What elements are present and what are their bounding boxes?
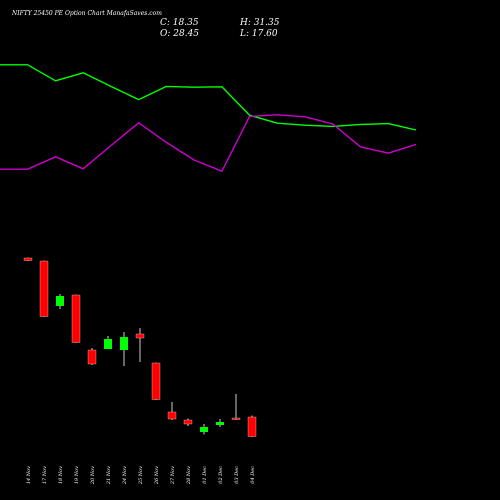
high-value: H: 31.35 bbox=[240, 18, 280, 28]
date-label: 04 Dec bbox=[250, 466, 256, 484]
date-label: 03 Dec bbox=[234, 466, 240, 484]
date-label: 28 Nov bbox=[186, 466, 192, 485]
candle-body-12 bbox=[200, 427, 208, 432]
date-label: 21 Nov bbox=[106, 466, 112, 485]
candle-body-3 bbox=[56, 296, 64, 306]
candle-body-8 bbox=[135, 333, 145, 339]
close-value: C: 18.35 bbox=[160, 18, 199, 28]
candle-body-2 bbox=[39, 260, 49, 317]
candle-body-6 bbox=[104, 339, 112, 349]
date-label: 25 Nov bbox=[138, 466, 144, 485]
date-label: 20 Nov bbox=[90, 466, 96, 485]
candle-body-4 bbox=[71, 294, 81, 343]
date-label: 17 Nov bbox=[42, 466, 48, 484]
low-value: L: 17.60 bbox=[240, 29, 278, 39]
open-value: O: 28.45 bbox=[160, 29, 200, 39]
date-label: 14 Nov bbox=[26, 466, 32, 484]
line-series-2 bbox=[0, 114, 417, 172]
date-label: 24 Nov bbox=[122, 466, 128, 485]
candle-body-15 bbox=[247, 416, 257, 437]
candle-body-10 bbox=[167, 411, 177, 420]
date-label: 27 Nov bbox=[170, 466, 176, 485]
candle-body-1 bbox=[23, 257, 33, 261]
chart-title: NIFTY 25450 PE Option Chart ManafaSaves.… bbox=[12, 10, 162, 17]
candle-body-13 bbox=[216, 422, 224, 425]
date-label: 18 Nov bbox=[58, 466, 64, 484]
date-label: 02 Dec bbox=[218, 466, 224, 484]
line-series-1 bbox=[0, 64, 417, 131]
candle-body-9 bbox=[151, 362, 161, 400]
candle-body-14 bbox=[231, 417, 241, 420]
date-label: 26 Nov bbox=[154, 466, 160, 485]
date-label: 19 Nov bbox=[74, 466, 80, 484]
candle-body-5 bbox=[87, 349, 97, 365]
candle-body-11 bbox=[183, 419, 193, 425]
candle-body-7 bbox=[120, 337, 128, 350]
date-label: 01 Dec bbox=[202, 466, 208, 484]
